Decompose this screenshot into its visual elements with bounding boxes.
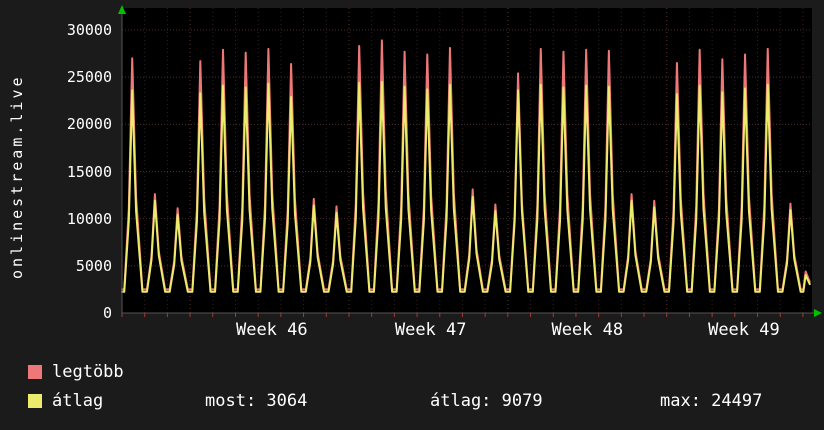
stat-max: max: 24497 bbox=[660, 391, 763, 411]
y-axis-tick-label: 25000 bbox=[66, 68, 112, 87]
y-axis-tick-label: 5000 bbox=[75, 256, 112, 275]
legend-label-legtobb: legtöbb bbox=[52, 362, 124, 382]
legend-row-legtobb: legtöbb bbox=[0, 362, 824, 384]
legend-swatch-atlag bbox=[28, 394, 42, 408]
y-axis-tick-label: 0 bbox=[102, 304, 112, 322]
y-axis-tick-label: 30000 bbox=[66, 21, 112, 39]
vertical-axis-title: onlinestream.live bbox=[8, 74, 26, 279]
x-axis-week-label: Week 49 bbox=[708, 320, 780, 340]
axis-arrow-right bbox=[814, 309, 822, 317]
y-axis-tick-label: 15000 bbox=[66, 162, 112, 181]
stat-most: most: 3064 bbox=[205, 391, 308, 411]
series-line-atlag bbox=[121, 80, 811, 293]
legend-row-atlag: átlag most: 3064 átlag: 9079 max: 24497 bbox=[0, 391, 824, 413]
legend-swatch-legtobb bbox=[28, 365, 42, 379]
stat-atlag: átlag: 9079 bbox=[430, 391, 543, 411]
y-axis-tick-label: 10000 bbox=[66, 209, 112, 228]
legend-label-atlag: átlag bbox=[52, 391, 104, 411]
x-axis-week-label: Week 48 bbox=[551, 320, 624, 340]
x-axis-week-label: Week 46 bbox=[235, 320, 308, 340]
x-axis-week-label: Week 47 bbox=[394, 320, 467, 340]
y-axis-tick-label: 20000 bbox=[66, 115, 112, 134]
axis-arrow-up bbox=[118, 5, 126, 14]
